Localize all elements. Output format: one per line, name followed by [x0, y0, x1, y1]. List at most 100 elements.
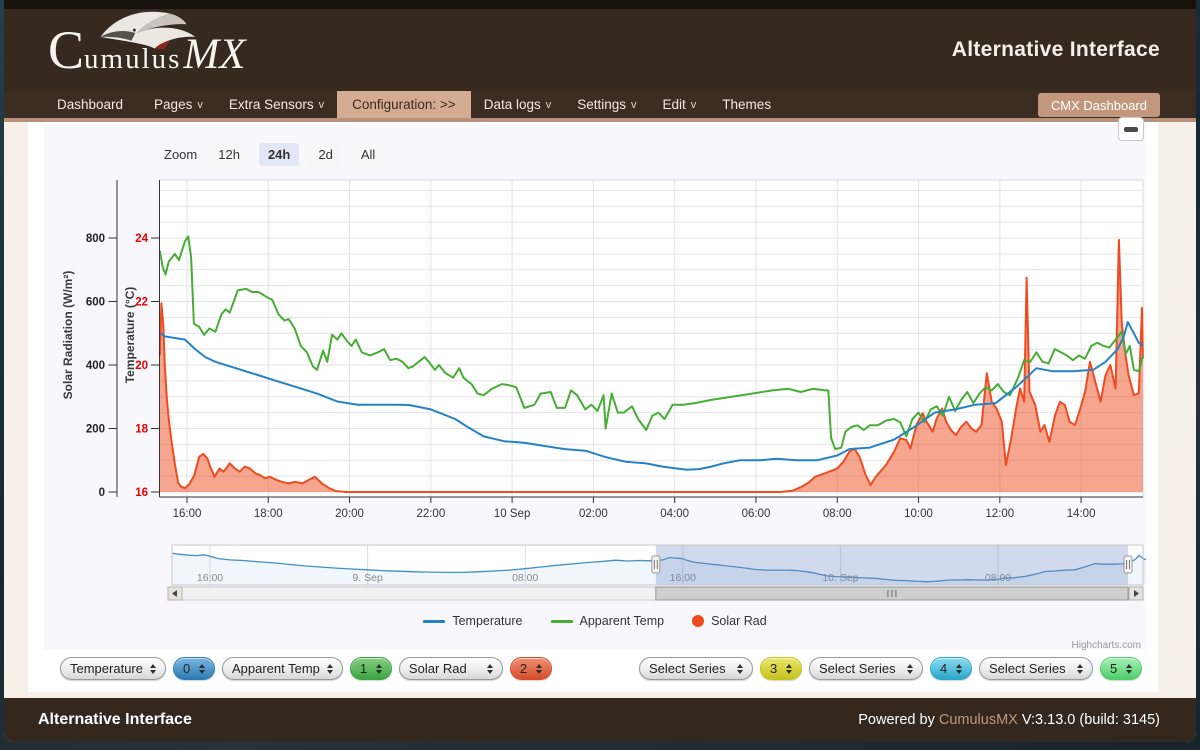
caret-down-icon: v [197, 98, 203, 111]
seagull-icon [100, 11, 196, 50]
nav-item-dashboard[interactable]: Dashboard [44, 91, 141, 118]
navbar-accent-strip [4, 118, 1196, 122]
select-value: Select Series [819, 661, 896, 676]
nav-item-label: Extra Sensors [228, 97, 314, 112]
caret-down-icon: v [545, 98, 552, 111]
nav-item-pages[interactable]: Pages v [141, 91, 216, 118]
zoom-button-2d[interactable]: 2d [309, 143, 342, 166]
page-title: Alternative Interface [951, 38, 1160, 61]
select-value: Apparent Temp [231, 661, 320, 676]
select-value: Solar Rad [408, 661, 467, 676]
powered-by-text: Powered by [858, 712, 935, 728]
series-select-right-4[interactable]: Select Series [979, 657, 1093, 680]
axis-select-left-1[interactable]: 0 [172, 657, 215, 680]
updown-arrows-icon [198, 663, 205, 674]
chart-scrollbar[interactable] [167, 586, 1144, 601]
select-value: 0 [182, 661, 191, 676]
caret-down-icon: v [318, 98, 325, 111]
updown-arrows-icon [737, 663, 743, 674]
legend-label: Apparent Temp [579, 614, 665, 628]
updown-arrows-icon [326, 663, 333, 674]
main-content: Zoom 12h 24h 2d All Temperature Apparent… [4, 117, 1196, 698]
axis-select-left-5[interactable]: 2 [509, 657, 552, 680]
navigator-handle-left[interactable] [651, 555, 661, 574]
footer-title: Alternative Interface [38, 711, 192, 728]
handle-grip [651, 555, 661, 574]
select-value: 1 [359, 661, 368, 676]
cmx-dashboard-button[interactable]: CMX Dashboard [1037, 93, 1160, 117]
caret-down-icon: v [631, 98, 637, 111]
chart-card: Zoom 12h 24h 2d All Temperature Apparent… [44, 124, 1146, 650]
apparent-temp-line-swatch [550, 619, 573, 623]
series-select-right-2[interactable]: Select Series [809, 657, 923, 680]
select-value: 4 [940, 661, 948, 676]
footer-credit: Powered by CumulusMX V:3.13.0 (build: 31… [858, 712, 1160, 728]
nav-item-label: Pages [154, 97, 193, 112]
select-value: Select Series [649, 661, 726, 676]
scrollbar-thumb[interactable] [655, 586, 1129, 601]
cumulusmx-logo[interactable]: C umulus MX [48, 11, 246, 80]
updown-arrows-icon [375, 663, 382, 674]
legend-item-temperature[interactable]: Temperature [423, 614, 523, 628]
temperature-line-swatch [423, 619, 446, 623]
select-value: 5 [1110, 661, 1118, 676]
caret-down-icon: v [690, 98, 697, 111]
app-footer: Alternative Interface Powered by Cumulus… [4, 698, 1196, 742]
updown-arrows-icon [486, 663, 493, 674]
legend-item-apparent-temp[interactable]: Apparent Temp [550, 614, 665, 628]
nav-item-label: Dashboard [57, 97, 124, 112]
zoom-label: Zoom [164, 147, 198, 162]
logo-letter-c: C [48, 20, 85, 80]
solar-rad-dot-swatch [692, 615, 705, 627]
series-select-right-0[interactable]: Select Series [639, 657, 753, 680]
hamburger-icon [1124, 126, 1138, 132]
legend-label: Solar Rad [711, 614, 767, 628]
select-value: 3 [770, 661, 778, 676]
chart-context-menu-button[interactable] [1118, 117, 1144, 141]
updown-arrows-icon [786, 663, 792, 674]
updown-arrows-icon [535, 663, 542, 674]
select-value: 2 [519, 661, 528, 676]
series-select-left-2[interactable]: Apparent Temp [221, 657, 343, 680]
nav-item-configuration[interactable]: Configuration: >> [337, 91, 471, 118]
nav-item-settings[interactable]: Settings v [564, 91, 649, 118]
select-value: Select Series [989, 661, 1066, 676]
updown-arrows-icon [956, 663, 962, 674]
nav-item-themes[interactable]: Themes [709, 91, 784, 118]
nav-item-extra-sensors[interactable]: Extra Sensors v [216, 91, 337, 118]
zoom-button-12h[interactable]: 12h [209, 143, 249, 166]
axis-select-left-3[interactable]: 1 [349, 657, 392, 680]
updown-arrows-icon [149, 663, 156, 674]
legend-item-solar-rad[interactable]: Solar Rad [692, 614, 767, 628]
app-window: C umulus MX Alternative Interface Dashbo… [4, 0, 1196, 742]
axis-select-right-5[interactable]: 5 [1100, 657, 1142, 680]
updown-arrows-icon [1077, 663, 1083, 674]
chart-legend: Temperature Apparent Temp Solar Rad [44, 614, 1146, 628]
nav-item-label: Edit [662, 97, 686, 112]
main-navbar: Dashboard Pages v Extra Sensors v Configur… [4, 91, 1196, 118]
arrow-left-icon [172, 590, 177, 597]
handle-grip [1123, 555, 1133, 574]
series-select-left-0[interactable]: Temperature [60, 657, 166, 680]
footer-version: V:3.13.0 (build: 3145) [1021, 712, 1160, 728]
series-select-left-4[interactable]: Solar Rad [398, 657, 503, 680]
right-select-group: Select Series 3 Select Series 4 Select Serie… [639, 657, 1142, 680]
window-top-strip [4, 0, 1196, 9]
zoom-button-all[interactable]: All [351, 143, 385, 166]
navigator-handle-right[interactable] [1123, 555, 1133, 574]
nav-item-edit[interactable]: Edit v [650, 91, 710, 118]
axis-select-right-3[interactable]: 4 [930, 657, 972, 680]
footer-brand-link[interactable]: CumulusMX [938, 712, 1018, 728]
chart-zoom-controls: Zoom 12h 24h 2d All [164, 143, 385, 166]
updown-arrows-icon [907, 663, 913, 674]
zoom-button-24h[interactable]: 24h [258, 143, 300, 166]
nav-item-data-logs[interactable]: Data logs v [471, 91, 565, 118]
app-header: C umulus MX Alternative Interface [4, 9, 1196, 91]
select-value: Temperature [70, 661, 143, 676]
axis-select-right-1[interactable]: 3 [760, 657, 802, 680]
nav-item-label: Themes [722, 97, 772, 112]
left-select-group: Temperature 0 Apparent Temp 1 Solar Rad 2 [60, 657, 552, 680]
legend-label: Temperature [452, 614, 523, 628]
updown-arrows-icon [1126, 663, 1132, 674]
logo-text-mx: MX [183, 31, 246, 78]
